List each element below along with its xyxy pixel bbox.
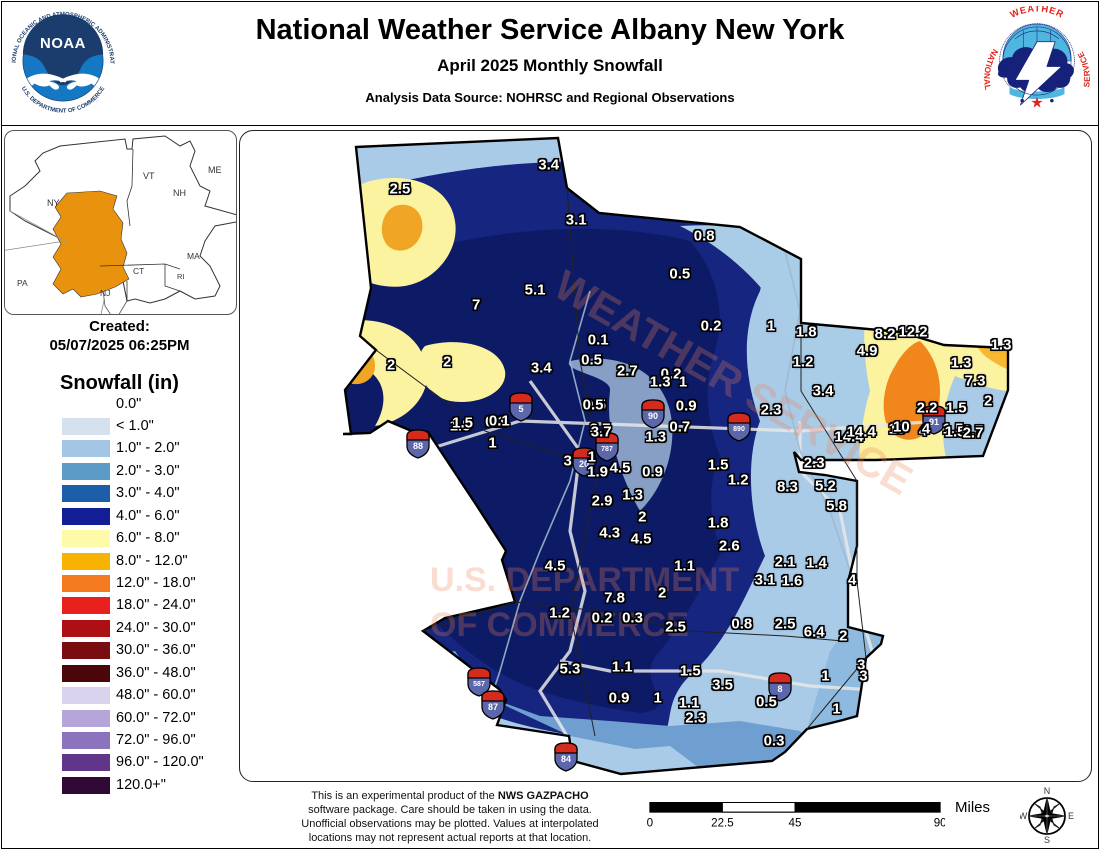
svg-text:RI: RI [177,272,185,281]
svg-text:87: 87 [488,702,498,712]
svg-text:5: 5 [518,404,523,414]
svg-text:22.5: 22.5 [711,817,734,830]
svg-text:MA: MA [187,251,200,261]
svg-text:587: 587 [473,681,485,688]
svg-text:90: 90 [934,817,945,830]
svg-text:NJ: NJ [100,288,110,298]
svg-text:787: 787 [601,446,613,453]
svg-text:8: 8 [777,684,782,694]
svg-text:45: 45 [789,817,802,830]
svg-text:E: E [1068,811,1074,821]
svg-text:NOAA: NOAA [40,36,86,52]
svg-text:NY: NY [47,198,60,208]
svg-text:PA: PA [17,278,28,288]
svg-text:WEATHER: WEATHER [1009,6,1066,20]
svg-text:91: 91 [929,417,939,427]
svg-text:NH: NH [173,188,186,198]
svg-text:84: 84 [561,754,571,764]
svg-text:S: S [1044,835,1050,844]
svg-text:88: 88 [413,441,423,451]
svg-text:CT: CT [133,266,144,276]
svg-text:0: 0 [647,817,653,830]
svg-text:90: 90 [648,411,658,421]
svg-text:W: W [1020,811,1028,821]
svg-text:890: 890 [733,426,745,433]
svg-text:N: N [1044,786,1051,796]
svg-text:ME: ME [208,165,222,175]
svg-text:SERVICE: SERVICE [1076,50,1092,88]
svg-text:VT: VT [143,171,155,181]
svg-text:NATIONAL: NATIONAL [982,47,1000,91]
